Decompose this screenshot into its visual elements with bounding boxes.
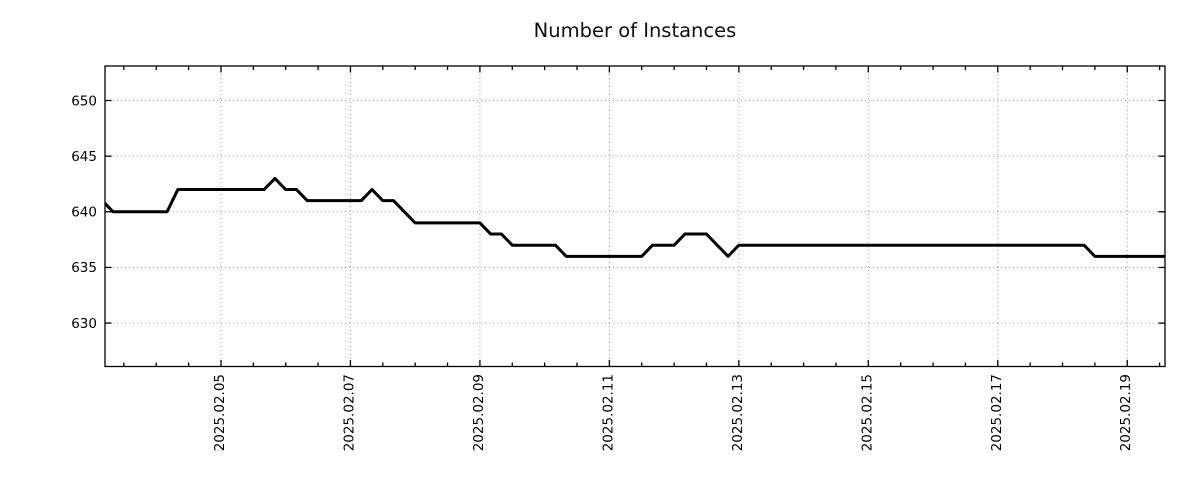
chart-title: Number of Instances (533, 19, 737, 42)
y-tick-label: 650 (71, 93, 97, 109)
series-line (105, 176, 1165, 258)
y-tick-label: 640 (71, 205, 97, 221)
x-tick-label: 2025.02.07 (341, 374, 357, 451)
x-tick-label: 2025.02.11 (600, 374, 616, 451)
x-tick-label: 2025.02.17 (989, 374, 1005, 451)
plot-border (104, 65, 1166, 368)
y-tick-label: 635 (71, 260, 97, 276)
y-tick-label: 630 (71, 316, 97, 332)
x-tick-label: 2025.02.15 (859, 374, 875, 451)
x-tick-label: 2025.02.13 (730, 374, 746, 451)
x-tick-label: 2025.02.05 (212, 374, 228, 451)
x-tick-label: 2025.02.09 (471, 374, 487, 451)
y-tick-label: 645 (71, 149, 97, 165)
x-tick-label: 2025.02.19 (1118, 374, 1134, 451)
